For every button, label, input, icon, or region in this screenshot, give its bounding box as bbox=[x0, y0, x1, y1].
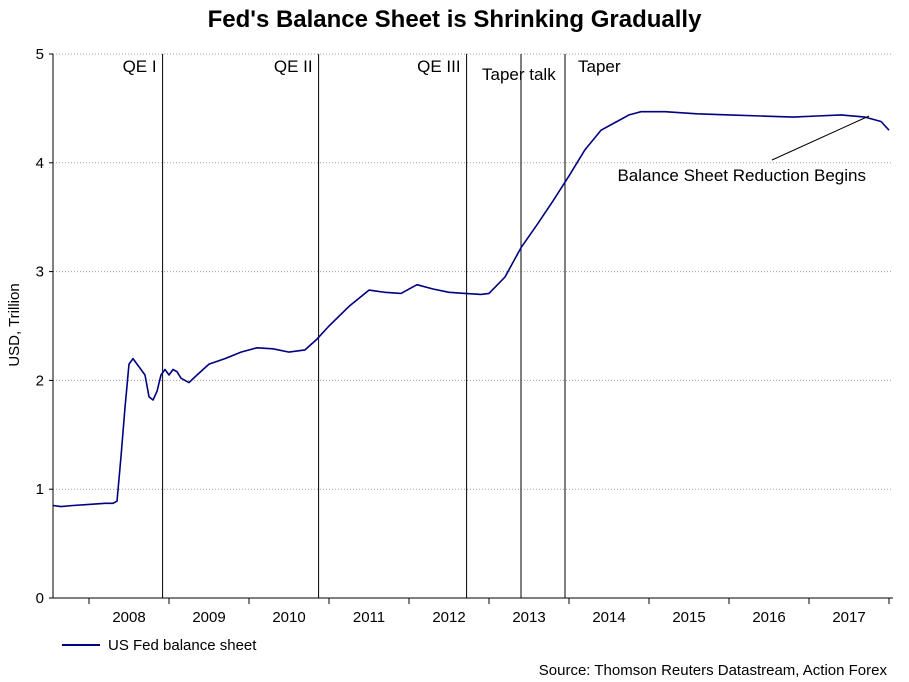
y-tick-label: 5 bbox=[36, 46, 44, 63]
y-tick-label: 4 bbox=[36, 155, 44, 172]
x-tick-label: 2010 bbox=[272, 609, 305, 626]
event-label: Taper talk bbox=[482, 65, 556, 84]
y-tick-label: 3 bbox=[36, 264, 44, 281]
source-note: Source: Thomson Reuters Datastream, Acti… bbox=[538, 662, 887, 679]
event-label: QE II bbox=[274, 57, 313, 76]
chart-title: Fed's Balance Sheet is Shrinking Gradual… bbox=[207, 6, 702, 33]
x-tick-label: 2008 bbox=[112, 609, 145, 626]
x-tick-label: 2016 bbox=[752, 609, 785, 626]
x-tick-label: 2017 bbox=[832, 609, 865, 626]
x-tick-label: 2012 bbox=[432, 609, 465, 626]
annotation-leader bbox=[771, 115, 870, 161]
legend-swatch bbox=[62, 644, 100, 646]
x-tick-label: 2011 bbox=[353, 609, 385, 626]
annotation-label: Balance Sheet Reduction Begins bbox=[617, 166, 866, 185]
x-tick-label: 2009 bbox=[192, 609, 225, 626]
event-label: Taper bbox=[578, 57, 621, 76]
x-tick-label: 2014 bbox=[592, 609, 625, 626]
event-label: QE III bbox=[417, 57, 460, 76]
x-tick-label: 2015 bbox=[672, 609, 705, 626]
y-tick-label: 0 bbox=[36, 590, 44, 607]
series-line bbox=[52, 110, 890, 508]
event-label: QE I bbox=[123, 57, 157, 76]
y-tick-label: 2 bbox=[36, 372, 44, 389]
x-tick-label: 2013 bbox=[512, 609, 545, 626]
legend: US Fed balance sheet bbox=[62, 635, 256, 655]
y-tick-label: 1 bbox=[36, 481, 44, 498]
y-axis-title: USD, Trillion bbox=[6, 283, 23, 366]
legend-label: US Fed balance sheet bbox=[108, 636, 257, 654]
